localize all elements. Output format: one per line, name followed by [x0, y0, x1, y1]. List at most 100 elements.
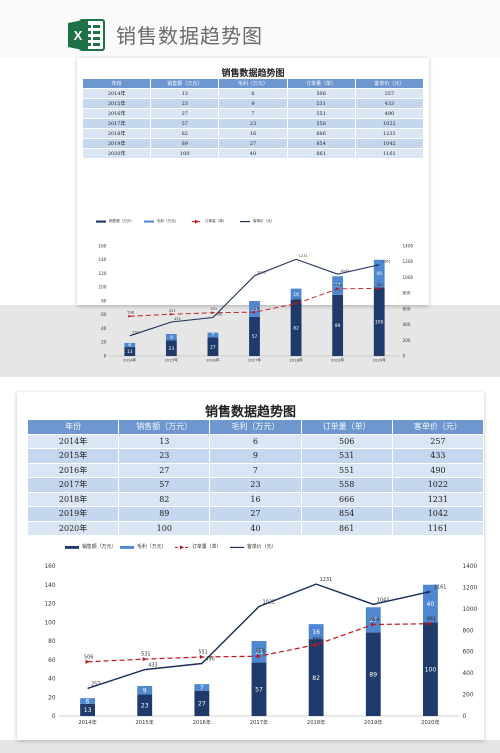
main-table-row: 2020年 100 40 861 1161 [28, 521, 484, 536]
bar-sales-label: 89 [369, 672, 377, 679]
main-table-cell: 506 [301, 434, 392, 449]
preview-table-row: 2020年 100 40 861 1161 [83, 149, 424, 159]
main-combo-chart: 销售额（万元） 毛利（万元） 订单量（单） 客单价（元）020406080100120… [27, 540, 484, 740]
preview-data-table: 年份 销售额（万元） 毛利（万元） 订单量（单） 客单价（元） 2014年 13 6 506 2… [82, 78, 424, 159]
y-tick-right: 200 [462, 693, 473, 699]
x-tick: 2019年 [331, 358, 345, 363]
bar-gross-profit-label: 40 [427, 601, 435, 608]
bar-sales-label: 57 [252, 334, 258, 340]
legend-swatch [120, 546, 134, 549]
y-tick-left: 40 [48, 677, 56, 683]
main-table-cell: 531 [301, 449, 392, 464]
bar-gross-profit-label: 7 [212, 333, 215, 339]
x-tick: 2017年 [248, 358, 262, 363]
y-tick-right: 400 [462, 671, 473, 677]
y-tick-left: 20 [101, 340, 107, 345]
preview-column-header: 客单价（元） [355, 79, 423, 89]
main-table-cell: 2015年 [28, 449, 119, 464]
main-table-cell: 23 [210, 478, 301, 493]
main-table-cell: 1042 [392, 507, 483, 522]
y-tick-left: 80 [48, 639, 56, 645]
preview-table-cell: 13 [151, 89, 219, 99]
preview-table-row: 2017年 57 23 558 1022 [83, 119, 424, 129]
preview-table-cell: 100 [151, 149, 219, 159]
x-tick: 2017年 [250, 718, 269, 726]
main-column-header: 客单价（元） [392, 420, 483, 435]
banner: X 销售数据趋势图 [0, 0, 500, 58]
banner-title: 销售数据趋势图 [116, 20, 263, 49]
main-table-cell: 13 [119, 434, 210, 449]
label-order-quantity: 506 [127, 311, 135, 315]
main-column-header: 销售额（万元） [119, 420, 210, 435]
bar-sales-label: 57 [255, 687, 263, 694]
y-tick-left: 0 [52, 714, 56, 720]
legend-label: 销售额（万元） [82, 543, 116, 550]
preview-table-cell: 1161 [355, 149, 423, 159]
x-tick: 2016年 [193, 718, 212, 726]
label-avg-price: 1022 [257, 271, 266, 275]
y-tick-right: 1200 [403, 259, 414, 264]
label-avg-price: 490 [215, 312, 223, 316]
preview-table-cell: 2015年 [83, 99, 151, 109]
label-order-quantity: 854 [335, 283, 343, 287]
bar-sales-label: 23 [169, 346, 175, 352]
bar-gross-profit-label: 6 [128, 343, 131, 349]
bottom-band [0, 740, 500, 753]
main-table-cell: 82 [119, 492, 210, 507]
bar-gross-profit-label: 9 [143, 688, 147, 695]
main-table-cell: 40 [210, 521, 301, 536]
main-table-cell: 7 [210, 463, 301, 478]
y-tick-left: 140 [44, 583, 55, 589]
main-table-cell: 23 [119, 449, 210, 464]
preview-table-cell: 2016年 [83, 109, 151, 119]
y-tick-right: 800 [462, 628, 473, 634]
preview-table-cell: 89 [151, 139, 219, 149]
main-table-cell: 2014年 [28, 434, 119, 449]
preview-table-cell: 9 [219, 99, 287, 109]
preview-table-cell: 7 [219, 109, 287, 119]
y-tick-left: 20 [48, 695, 56, 701]
marker-order-quantity [170, 313, 173, 316]
preview-table-cell: 1022 [355, 119, 423, 129]
svg-text:X: X [74, 28, 83, 43]
preview-table-row: 2014年 13 6 506 257 [83, 89, 424, 99]
main-table-cell: 861 [301, 521, 392, 536]
marker-order-quantity [86, 660, 90, 664]
legend-swatch [65, 546, 79, 549]
x-tick: 2020年 [421, 718, 440, 726]
main-sheet: 销售数据趋势图 年份 销售额（万元） 毛利（万元） 订单量（单） 客单价（元） 2014… [17, 392, 484, 740]
main-table-cell: 27 [210, 507, 301, 522]
label-avg-price: 1161 [382, 260, 391, 264]
main-table-cell: 2020年 [28, 521, 119, 536]
main-table-cell: 666 [301, 492, 392, 507]
preview-table-cell: 490 [355, 109, 423, 119]
x-tick: 2014年 [123, 358, 137, 363]
main-table-cell: 433 [392, 449, 483, 464]
y-tick-right: 1400 [403, 243, 414, 248]
main-table-cell: 2018年 [28, 492, 119, 507]
main-column-header: 毛利（万元） [210, 420, 301, 435]
preview-table-cell: 2019年 [83, 139, 151, 149]
y-tick-right: 600 [462, 650, 473, 656]
label-avg-price: 257 [132, 331, 139, 335]
main-table-row: 2018年 82 16 666 1231 [28, 492, 484, 507]
legend-label: 订单量（单） [205, 218, 226, 223]
label-avg-price: 1042 [340, 269, 349, 273]
bar-sales-label: 82 [293, 325, 299, 331]
main-table-cell: 16 [210, 492, 301, 507]
label-order-quantity: 861 [377, 283, 384, 287]
preview-table-cell: 2017年 [83, 119, 151, 129]
y-tick-right: 0 [462, 714, 466, 720]
y-tick-left: 120 [98, 271, 106, 276]
label-avg-price: 1022 [262, 600, 275, 606]
y-tick-left: 160 [44, 564, 55, 570]
label-avg-price: 490 [205, 657, 214, 663]
excel-icon: X [66, 17, 106, 53]
main-table-cell: 27 [119, 463, 210, 478]
main-table-cell: 9 [210, 449, 301, 464]
preview-table-row: 2016年 27 7 551 490 [83, 109, 424, 119]
y-tick-left: 80 [101, 298, 107, 303]
label-order-quantity: 531 [141, 652, 150, 658]
preview-column-header: 年份 [83, 79, 151, 89]
bar-sales-label: 13 [127, 349, 133, 355]
